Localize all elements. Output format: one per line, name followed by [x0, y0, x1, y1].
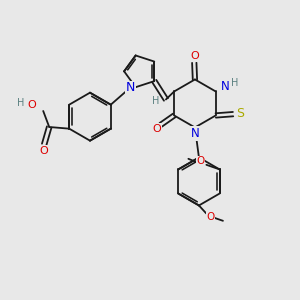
Text: S: S: [236, 107, 244, 120]
Text: O: O: [206, 212, 215, 223]
Text: N: N: [190, 127, 199, 140]
Text: H: H: [152, 96, 159, 106]
Text: N: N: [126, 81, 136, 94]
Text: O: O: [196, 157, 205, 166]
Text: O: O: [190, 51, 199, 61]
Text: N: N: [221, 80, 230, 93]
Text: O: O: [27, 100, 36, 110]
Text: O: O: [152, 124, 161, 134]
Text: H: H: [17, 98, 24, 108]
Text: O: O: [40, 146, 49, 156]
Text: H: H: [231, 78, 239, 88]
